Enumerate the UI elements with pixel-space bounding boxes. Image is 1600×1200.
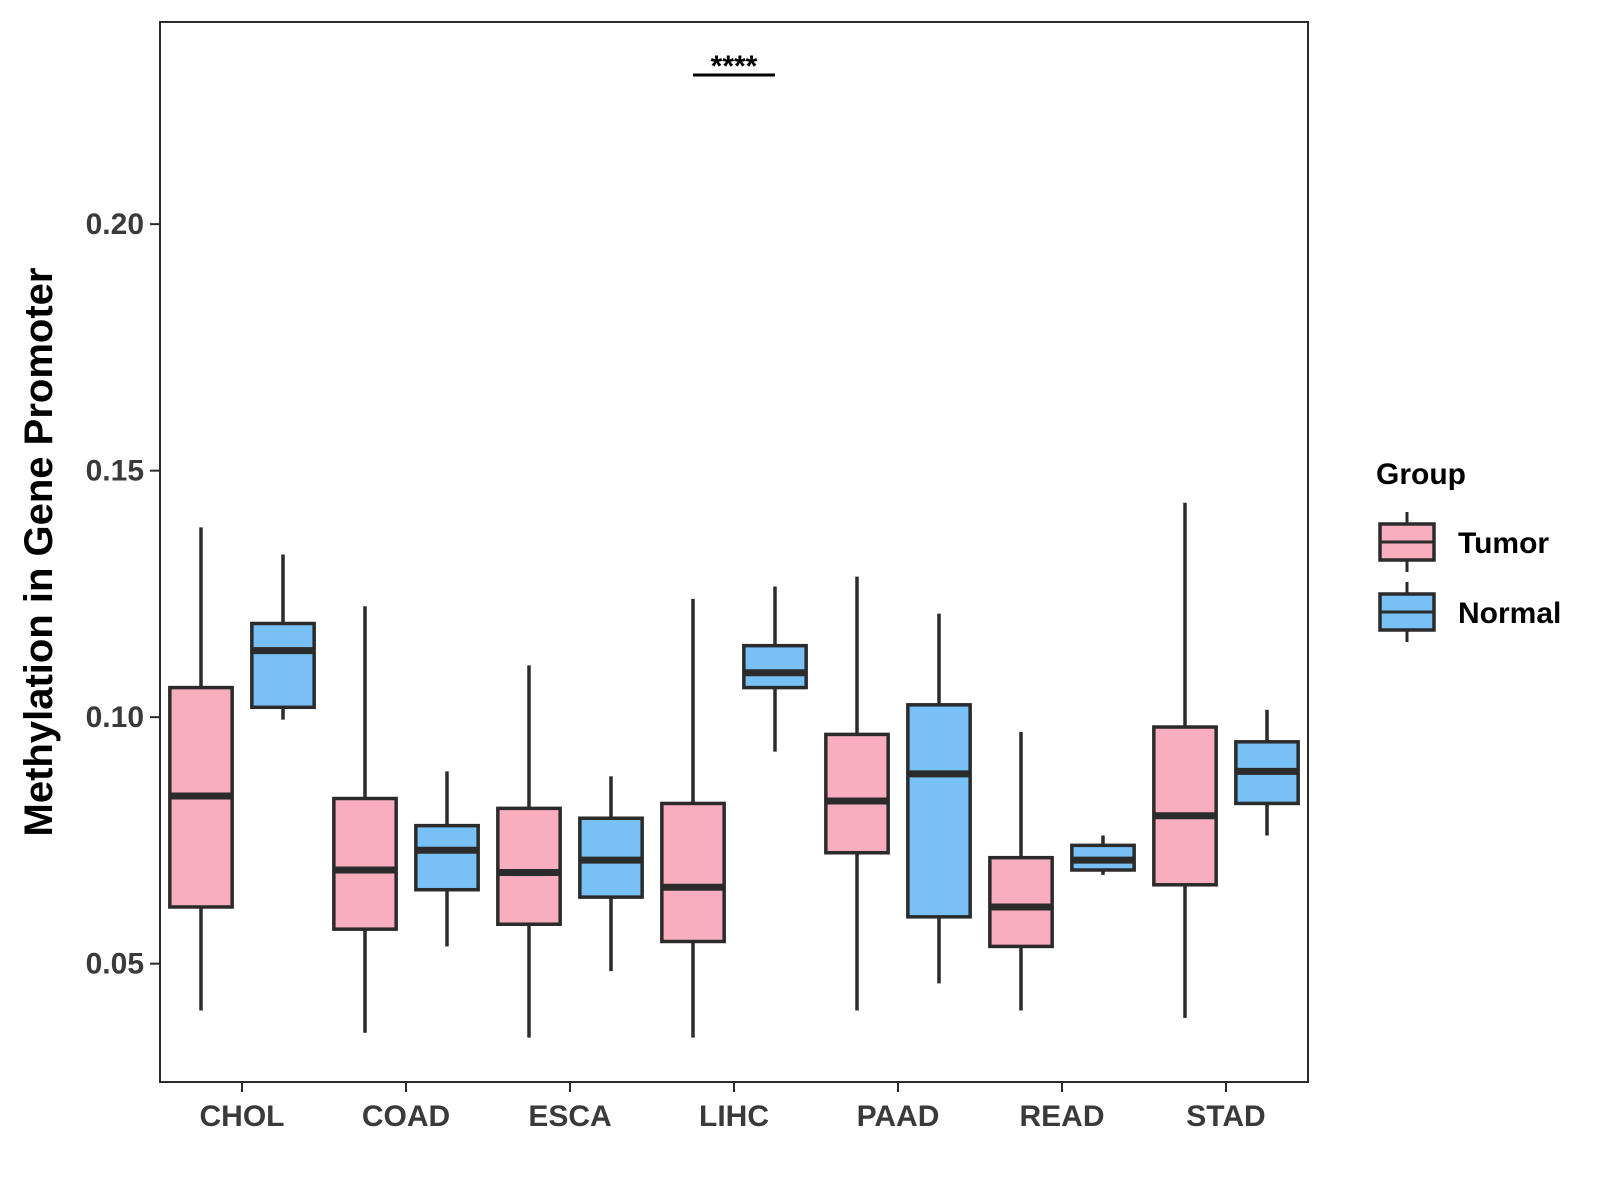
box-tumor-chol (168, 527, 234, 1011)
legend-label: Tumor (1458, 527, 1549, 560)
x-tick-label: STAD (1186, 1100, 1265, 1133)
x-tick-label: CHOL (200, 1100, 285, 1133)
box-tumor-lihc (660, 598, 726, 1038)
box-iqr (988, 855, 1054, 949)
significance-lihc: **** (693, 50, 775, 83)
box-tumor-paad (824, 576, 890, 1011)
legend: Group Tumor Normal (1376, 458, 1561, 642)
box-iqr (496, 806, 562, 926)
box-normal-esca (578, 776, 644, 972)
box-iqr (742, 643, 808, 690)
box-normal-stad (1234, 709, 1300, 836)
x-tick-label: READ (1019, 1100, 1104, 1133)
box-normal-coad (414, 771, 480, 947)
x-tick-label: LIHC (699, 1100, 769, 1133)
y-axis-title: Methylation in Gene Promoter (17, 268, 61, 837)
box-normal-lihc (742, 586, 808, 752)
box-iqr (332, 796, 398, 931)
x-tick-label: COAD (362, 1100, 450, 1133)
y-tick-label: 0.15 (86, 455, 144, 488)
plot-area: **** (159, 21, 1309, 1083)
legend-item-tumor: Tumor (1378, 512, 1549, 572)
box-iqr (906, 703, 972, 919)
box-iqr (414, 823, 480, 892)
box-tumor-coad (332, 606, 398, 1033)
box-normal-paad (906, 613, 972, 984)
box-tumor-esca (496, 665, 562, 1038)
legend-item-normal: Normal (1378, 582, 1561, 642)
significance-label: **** (711, 50, 758, 83)
legend-label: Normal (1458, 597, 1561, 630)
box-iqr (660, 801, 726, 944)
box-iqr (250, 621, 316, 710)
box-iqr (1152, 725, 1218, 887)
box-normal-read (1070, 835, 1136, 875)
y-axis: 0.05 0.10 0.15 0.20 (86, 208, 160, 981)
x-tick-label: ESCA (528, 1100, 611, 1133)
y-tick-label: 0.05 (86, 948, 144, 981)
box-normal-chol (250, 554, 316, 720)
x-tick-label: PAAD (857, 1100, 940, 1133)
box-tumor-read (988, 731, 1054, 1011)
y-tick-label: 0.20 (86, 208, 144, 241)
x-axis: CHOL COAD ESCA LIHC PAAD READ STAD (200, 1082, 1266, 1133)
y-tick-label: 0.10 (86, 701, 144, 734)
box-tumor-stad (1152, 502, 1218, 1018)
box-iqr (824, 732, 890, 855)
legend-title: Group (1376, 458, 1466, 491)
